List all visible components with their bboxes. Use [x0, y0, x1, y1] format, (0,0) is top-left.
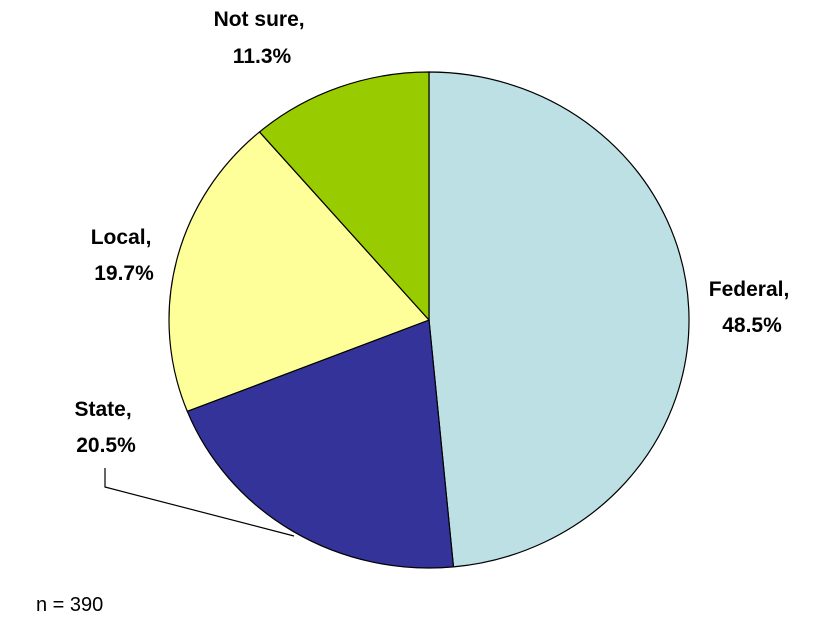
slice-local: [168, 131, 431, 413]
label-local: Local, 19.7%: [91, 226, 158, 285]
slice-state: [186, 319, 455, 569]
slice-not-sure: [258, 71, 430, 322]
label-federal: Federal, 48.5%: [709, 278, 795, 337]
label-state: State, 20.5%: [74, 398, 137, 457]
slice-federal: [428, 71, 690, 568]
sample-size-note: n = 390: [36, 594, 104, 616]
state-leader-line: [104, 468, 295, 537]
label-not-sure: Not sure, 11.3%: [214, 8, 311, 68]
pie-slices: [168, 71, 690, 569]
